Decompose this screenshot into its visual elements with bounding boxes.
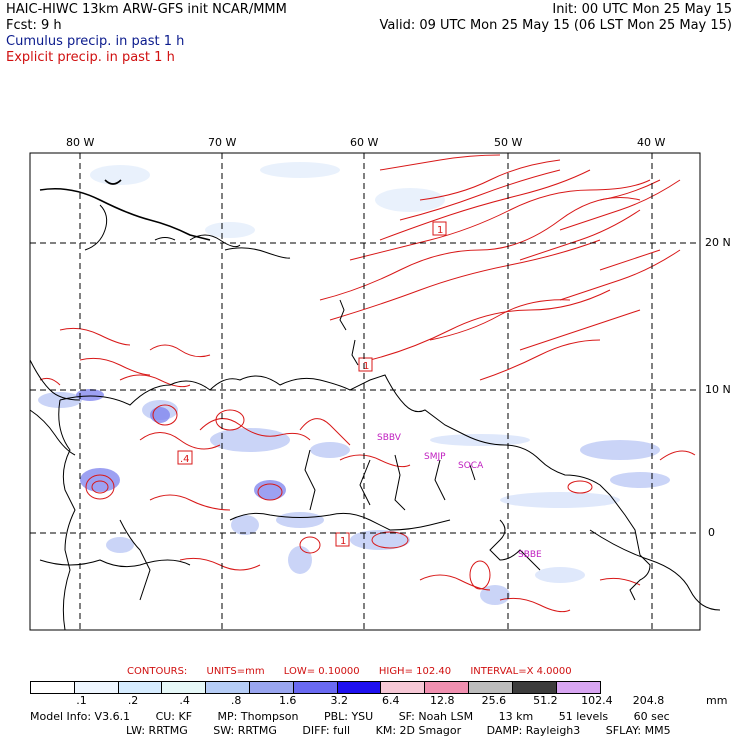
vertical-levels: 51 levels — [558, 710, 609, 723]
valid-time: Valid: 09 UTC Mon 25 May 15 (06 LST Mon … — [379, 18, 732, 33]
station-smjp: SMJP — [424, 452, 446, 462]
legend-swatch — [31, 682, 75, 693]
lon-label-70w: 70 W — [208, 136, 237, 149]
lon-label-50w: 50 W — [494, 136, 523, 149]
surface-layer-option: SFLAY: MM5 — [605, 724, 671, 737]
legend-tick-label: .8 — [230, 694, 242, 707]
cumulus-legend-label: Cumulus precip. in past 1 h — [6, 34, 185, 49]
legend-tick-label: 25.6 — [481, 694, 507, 707]
low-label: LOW= 0.10000 — [283, 666, 360, 677]
precip-extreme-markers: 1 1 .4 1 — [177, 221, 447, 547]
contours-label: CONTOURS: — [127, 666, 188, 677]
legend-tick-label: 1.6 — [278, 694, 297, 707]
station-sbbv: SBBV — [377, 433, 402, 443]
legend-tick-label: 204.8 — [632, 694, 665, 707]
legend-unit: mm — [706, 694, 728, 707]
lon-label-80w: 80 W — [66, 136, 95, 149]
max-marker-4: 1 — [340, 536, 346, 547]
cumulus-precip-areas — [38, 162, 670, 605]
lat-label-20n: 20 N — [705, 236, 731, 249]
legend-swatch — [556, 682, 601, 693]
model-version: Model Info: V3.6.1 — [30, 710, 131, 723]
longwave-scheme: LW: RRTMG — [126, 724, 188, 737]
interval-label: INTERVAL=X 4.0000 — [470, 666, 572, 677]
legend-tick-label: 6.4 — [382, 694, 400, 707]
legend-swatch — [468, 682, 513, 693]
legend-swatch — [118, 682, 163, 693]
legend-swatch — [512, 682, 557, 693]
model-info-line-1: Model Info: V3.6.1 CU: KF MP: Thompson P… — [30, 710, 692, 723]
legend-tick-label: 51.2 — [533, 694, 558, 707]
units-label: UNITS=mm — [206, 666, 265, 677]
grid-spacing: 13 km — [498, 710, 534, 723]
diffusion-option: DIFF: full — [302, 724, 351, 737]
legend-swatch — [74, 682, 119, 693]
max-marker-1: 1 — [437, 225, 443, 236]
lat-label-10n: 10 N — [705, 383, 731, 396]
legend-tick-label: 102.4 — [581, 694, 613, 707]
map-frame — [29, 152, 701, 631]
forecast-hour: Fcst: 9 h — [6, 18, 62, 33]
damping-option: DAMP: Rayleigh3 — [486, 724, 581, 737]
surface-scheme: SF: Noah LSM — [398, 710, 474, 723]
legend-tick-label: .1 — [76, 694, 87, 707]
lon-label-40w: 40 W — [637, 136, 666, 149]
shortwave-scheme: SW: RRTMG — [213, 724, 277, 737]
model-info-line-2: LW: RRTMG SW: RRTMG DIFF: full KM: 2D Sm… — [126, 724, 693, 737]
time-step: 60 sec — [633, 710, 670, 723]
explicit-legend-label: Explicit precip. in past 1 h — [6, 50, 175, 65]
high-label: HIGH= 102.40 — [378, 666, 452, 677]
explicit-precip-contours — [39, 154, 696, 613]
legend-swatch — [162, 682, 207, 693]
legend-swatch — [293, 682, 338, 693]
legend-tick-label: 3.2 — [330, 694, 348, 707]
station-soca: SOCA — [458, 461, 484, 471]
lat-lon-grid — [30, 153, 700, 630]
km-option: KM: 2D Smagor — [375, 724, 462, 737]
max-marker-2: 1 — [363, 361, 369, 372]
contour-info: CONTOURS: UNITS=mm LOW= 0.10000 HIGH= 10… — [127, 666, 588, 677]
lon-label-60w: 60 W — [350, 136, 379, 149]
lat-label-0: 0 — [708, 526, 715, 539]
legend-tick-label: 12.8 — [430, 694, 455, 707]
legend-swatch — [337, 682, 382, 693]
legend-swatch — [206, 682, 250, 693]
init-time: Init: 00 UTC Mon 25 May 15 — [552, 2, 732, 17]
legend-tick-label: .2 — [127, 694, 139, 707]
cumulus-scheme: CU: KF — [155, 710, 193, 723]
station-sbbe: SBBE — [518, 550, 542, 560]
legend-swatch — [249, 682, 294, 693]
legend-swatch — [381, 682, 426, 693]
coastlines — [29, 179, 721, 631]
station-markers: SBBV SMJP SOCA SBBE — [377, 433, 542, 560]
max-marker-3: .4 — [180, 454, 190, 465]
legend-swatch — [425, 682, 469, 693]
pbl-scheme: PBL: YSU — [323, 710, 374, 723]
microphysics-scheme: MP: Thompson — [217, 710, 299, 723]
model-title: HAIC-HIWC 13km ARW-GFS init NCAR/MMM — [6, 2, 287, 17]
legend-tick-label: .4 — [179, 694, 190, 707]
color-legend-bar — [30, 681, 602, 694]
